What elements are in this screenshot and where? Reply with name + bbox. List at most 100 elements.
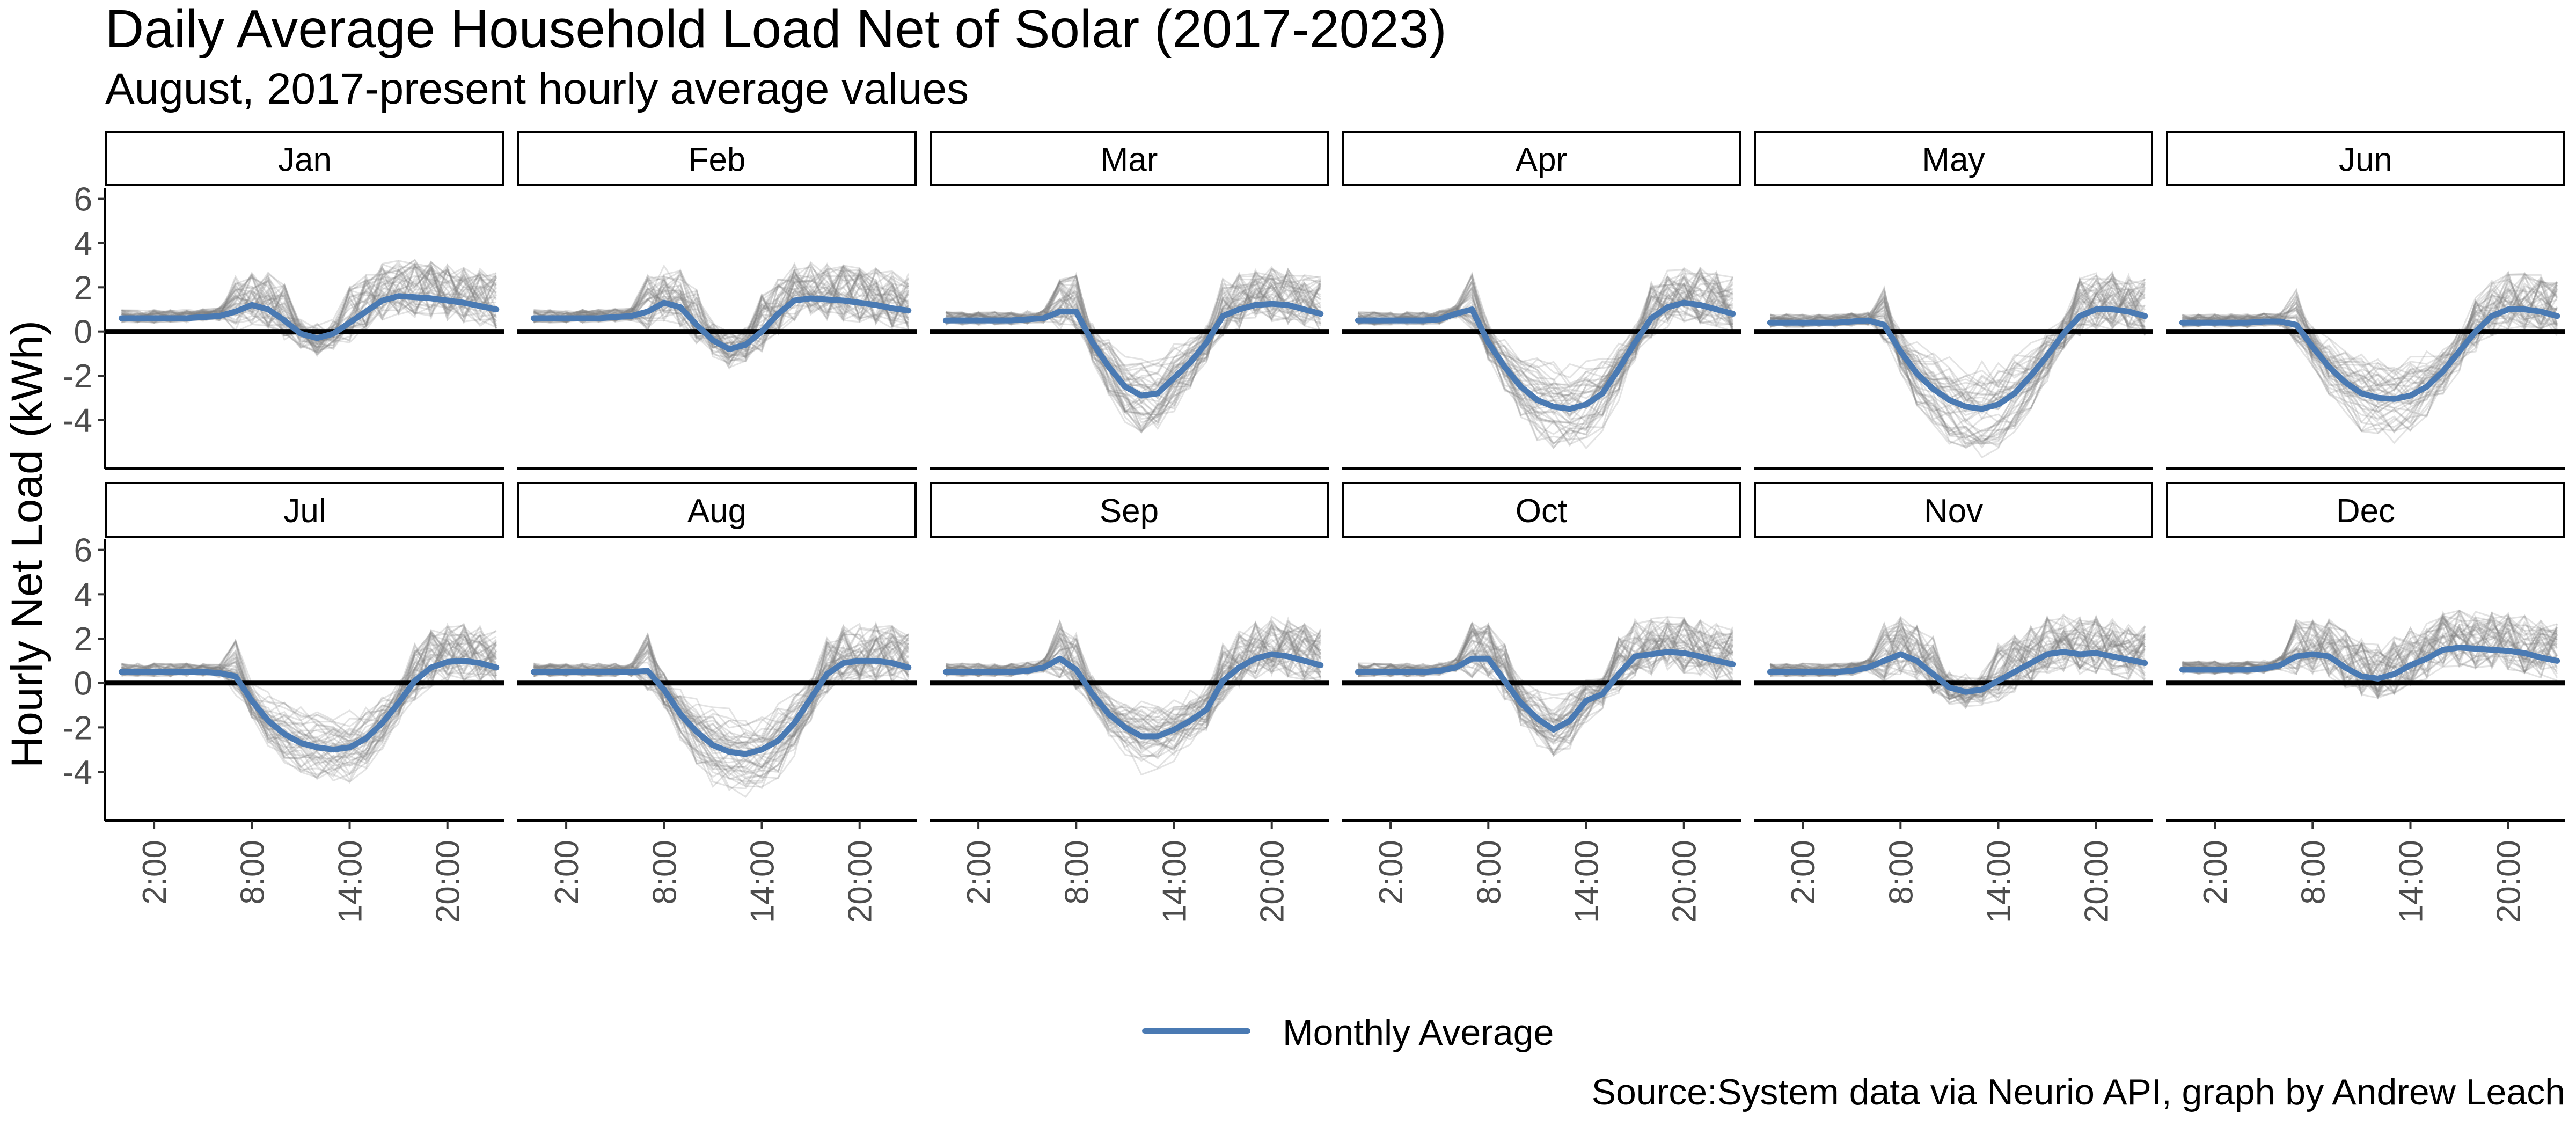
daily-trace xyxy=(946,627,1322,736)
daily-trace xyxy=(1357,619,1733,724)
y-axis-label: Hourly Net Load (kWh) xyxy=(3,320,52,768)
daily-trace xyxy=(1358,619,1734,717)
daily-trace xyxy=(1357,269,1733,398)
x-tick-label: 14:00 xyxy=(1157,840,1194,923)
daily-trace xyxy=(1769,273,2146,406)
monthly-average-line xyxy=(2179,645,2560,682)
x-tick-label: 2:00 xyxy=(1785,840,1822,905)
daily-trace xyxy=(2182,274,2558,403)
daily-trace xyxy=(533,264,910,355)
daily-trace xyxy=(1769,294,2146,388)
daily-trace xyxy=(946,635,1321,718)
x-tick-label: 2:00 xyxy=(548,840,586,905)
daily-trace xyxy=(946,275,1321,393)
daily-trace xyxy=(121,634,497,743)
daily-trace xyxy=(533,273,910,369)
daily-trace xyxy=(2182,618,2558,696)
daily-trace xyxy=(2182,620,2558,694)
daily-trace xyxy=(121,262,497,349)
daily-trace xyxy=(121,264,497,338)
daily-trace xyxy=(1357,621,1734,757)
daily-trace xyxy=(1357,272,1733,445)
daily-trace xyxy=(1358,621,1734,721)
facet-strip-label: Oct xyxy=(1516,493,1567,530)
x-tick-label: 20:00 xyxy=(1666,840,1703,923)
daily-trace xyxy=(533,266,909,357)
daily-trace xyxy=(1769,289,2146,406)
daily-trace xyxy=(945,621,1321,734)
daily-trace xyxy=(533,272,909,364)
daily-trace xyxy=(1358,267,1733,396)
daily-trace xyxy=(946,271,1322,411)
daily-trace xyxy=(1769,634,2146,706)
daily-trace xyxy=(2182,280,2558,425)
daily-trace xyxy=(1358,292,1733,401)
daily-trace xyxy=(946,280,1321,387)
daily-trace xyxy=(121,623,496,767)
daily-trace xyxy=(1769,276,2146,404)
facet-panels: Jan -4 -2 0 2 4 6 Feb Mar Apr May Jun Jul -4 -2 0 2 4 6 2:0… xyxy=(63,131,2565,923)
daily-trace xyxy=(945,283,1321,425)
daily-trace xyxy=(533,270,909,366)
daily-trace xyxy=(2182,610,2558,697)
daily-trace xyxy=(533,264,909,351)
daily-trace xyxy=(533,648,909,780)
x-tick-label: 14:00 xyxy=(1569,840,1606,923)
daily-trace xyxy=(121,627,497,742)
daily-trace xyxy=(946,631,1321,728)
daily-trace xyxy=(946,625,1322,728)
daily-trace xyxy=(2182,270,2557,401)
facet-strip xyxy=(105,482,504,538)
y-tick-label: 2 xyxy=(74,269,92,306)
x-tick-label: 2:00 xyxy=(1373,840,1410,905)
facet-strip xyxy=(1342,131,1741,186)
daily-trace xyxy=(2182,282,2558,433)
daily-trace xyxy=(945,624,1321,747)
daily-trace xyxy=(1358,275,1733,444)
facet-strip-label: Nov xyxy=(1924,493,1983,530)
daily-trace xyxy=(946,275,1322,396)
monthly-average-line xyxy=(2179,306,2560,402)
monthly-average-line xyxy=(118,657,500,753)
daily-trace xyxy=(2182,619,2558,683)
facet-panel-nov: Nov 2:00 8:00 14:00 20:00 xyxy=(1754,482,2153,923)
daily-trace xyxy=(946,282,1321,394)
daily-trace xyxy=(1769,283,2146,438)
daily-trace xyxy=(945,272,1321,424)
daily-trace xyxy=(121,641,497,783)
daily-trace xyxy=(533,641,910,778)
daily-trace xyxy=(946,621,1321,729)
daily-trace xyxy=(533,633,909,789)
chart-title: Daily Average Household Load Net of Sola… xyxy=(105,0,1447,59)
daily-trace xyxy=(1357,282,1734,402)
y-tick-label: 4 xyxy=(74,576,92,613)
monthly-average-line xyxy=(530,657,912,757)
daily-trace xyxy=(533,267,909,342)
daily-trace xyxy=(1769,635,2146,699)
x-tick-label: 14:00 xyxy=(744,840,781,923)
daily-trace xyxy=(121,266,497,338)
y-tick-label: 4 xyxy=(74,225,92,262)
facet-panel-feb: Feb xyxy=(517,131,917,470)
chart-caption: Source:System data via Neurio API, graph… xyxy=(1592,1072,2565,1113)
facet-strip-label: Feb xyxy=(689,142,746,179)
daily-trace xyxy=(1357,272,1733,382)
facet-strip xyxy=(1754,131,2153,186)
daily-trace xyxy=(946,273,1321,431)
daily-trace xyxy=(121,264,497,351)
daily-trace xyxy=(1357,622,1734,722)
daily-trace xyxy=(533,271,909,351)
y-tick-label: 2 xyxy=(74,621,92,658)
daily-trace xyxy=(121,267,497,354)
y-tick-label: 0 xyxy=(74,314,92,351)
monthly-average-line xyxy=(1767,649,2148,695)
daily-trace xyxy=(121,630,497,745)
daily-trace xyxy=(2182,275,2558,433)
daily-trace xyxy=(1770,298,2146,445)
daily-trace xyxy=(1770,277,2146,445)
daily-trace xyxy=(533,632,910,769)
daily-trace xyxy=(533,265,910,340)
daily-trace xyxy=(121,268,497,354)
daily-trace xyxy=(2182,623,2558,689)
